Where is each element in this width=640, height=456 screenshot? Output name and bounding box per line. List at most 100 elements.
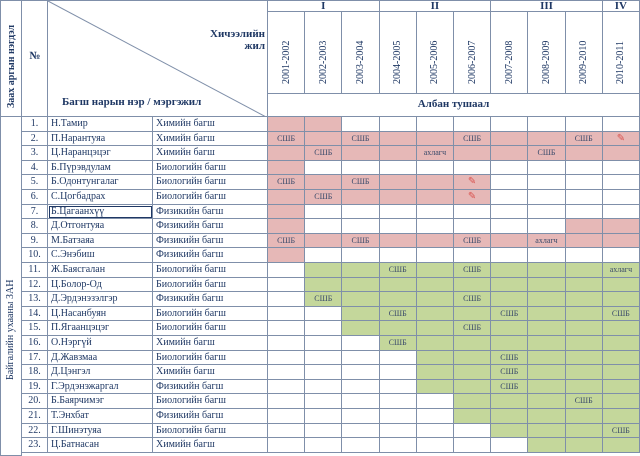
position-cell xyxy=(379,277,417,293)
position-cell xyxy=(416,321,454,336)
teacher-name: Ц.Наранцэцэг xyxy=(48,146,153,161)
position-cell: СШБ xyxy=(342,233,380,249)
year-header-cell: 2008-2009 xyxy=(528,12,566,94)
position-cell xyxy=(528,277,566,293)
position-cell xyxy=(528,117,566,132)
position-cell xyxy=(305,379,343,395)
position-cell xyxy=(528,204,566,220)
position-cell xyxy=(379,409,417,424)
position-cell xyxy=(305,233,343,249)
teacher-name: Д.Цэнгэл xyxy=(48,365,153,380)
position-cell: СШБ xyxy=(342,175,380,190)
position-cell xyxy=(565,219,603,234)
position-cell xyxy=(268,423,306,439)
position-cell xyxy=(602,248,640,263)
position-cell xyxy=(454,423,492,439)
position-cell xyxy=(305,365,343,380)
position-label: СШБ xyxy=(611,425,630,435)
position-cell xyxy=(379,365,417,380)
position-cell xyxy=(416,306,454,322)
position-cell: СШБ xyxy=(454,233,492,249)
position-cell xyxy=(268,409,306,424)
position-cell xyxy=(268,277,306,293)
position-cell xyxy=(416,394,454,409)
year-label: 2003-2004 xyxy=(354,40,366,84)
teacher-profession: Биологийн багш xyxy=(153,160,268,176)
position-label: СШБ xyxy=(463,323,482,333)
position-cell xyxy=(305,204,343,220)
position-cell xyxy=(268,263,306,278)
position-cell xyxy=(491,321,529,336)
position-cell xyxy=(379,394,417,409)
position-cell xyxy=(565,233,603,249)
position-cell xyxy=(268,117,306,132)
pencil-icon: ✎ xyxy=(616,132,626,144)
position-label: СШБ xyxy=(574,396,593,406)
row-number: 22. xyxy=(22,423,48,439)
diagonal-line xyxy=(48,1,266,116)
position-cell xyxy=(602,160,640,176)
position-cell: СШБ xyxy=(268,233,306,249)
position-cell xyxy=(342,365,380,380)
position-cell: СШБ xyxy=(305,292,343,307)
position-cell xyxy=(305,321,343,336)
position-cell: ✎ xyxy=(602,131,640,147)
position-cell xyxy=(602,292,640,307)
position-label: СШБ xyxy=(314,192,333,201)
position-cell xyxy=(342,204,380,220)
num-header-cell xyxy=(22,0,48,117)
position-label: СШБ xyxy=(351,177,370,187)
position-label: ахлагч xyxy=(535,235,558,245)
position-cell xyxy=(416,233,454,249)
num-header: № xyxy=(29,50,41,62)
position-cell xyxy=(565,306,603,322)
position-cell xyxy=(528,175,566,190)
position-cell: ✎ xyxy=(454,190,492,205)
position-label: СШБ xyxy=(500,381,519,391)
position-label: СШБ xyxy=(314,148,333,158)
position-cell: СШБ xyxy=(454,131,492,147)
position-cell: СШБ xyxy=(268,131,306,147)
position-cell xyxy=(602,204,640,220)
position-cell xyxy=(305,175,343,190)
year-label: 2008-2009 xyxy=(540,40,552,84)
position-cell xyxy=(528,365,566,380)
teacher-profession: Химийн багш xyxy=(153,365,268,380)
row-number: 14. xyxy=(22,306,48,322)
teacher-name: Б.Одонтунгалаг xyxy=(48,175,153,190)
teacher-name: П.Ягаанцэцэг xyxy=(48,321,153,336)
position-label: СШБ xyxy=(463,235,482,245)
year-label: 2002-2003 xyxy=(317,40,329,84)
position-cell: СШБ xyxy=(602,423,640,439)
year-label: 2004-2005 xyxy=(392,40,404,84)
position-label: СШБ xyxy=(500,367,519,377)
position-cell xyxy=(416,277,454,293)
position-cell xyxy=(416,175,454,190)
row-number: 23. xyxy=(22,438,48,453)
position-cell xyxy=(416,204,454,220)
position-cell: СШБ xyxy=(379,263,417,278)
position-cell xyxy=(528,306,566,322)
position-cell xyxy=(565,277,603,293)
teacher-profession: Химийн багш xyxy=(153,336,268,351)
teacher-name: П.Нарантуяа xyxy=(48,131,153,147)
teacher-name: Г.Шинэтуяа xyxy=(48,423,153,439)
position-cell xyxy=(491,117,529,132)
teacher-name: М.Батзаяа xyxy=(48,233,153,249)
row-number: 15. xyxy=(22,321,48,336)
position-cell xyxy=(565,117,603,132)
position-cell xyxy=(565,379,603,395)
teacher-profession: Химийн багш xyxy=(153,438,268,453)
position-cell xyxy=(379,190,417,205)
position-cell xyxy=(454,394,492,409)
position-cell xyxy=(491,175,529,190)
position-cell xyxy=(565,423,603,439)
position-cell xyxy=(491,131,529,147)
position-cell xyxy=(342,438,380,453)
teacher-profession: Химийн багш xyxy=(153,131,268,147)
position-cell xyxy=(342,248,380,263)
group-header-4: IV xyxy=(602,0,640,12)
position-cell: ✎ xyxy=(454,175,492,190)
year-header-cell: 2010-2011 xyxy=(602,12,640,94)
